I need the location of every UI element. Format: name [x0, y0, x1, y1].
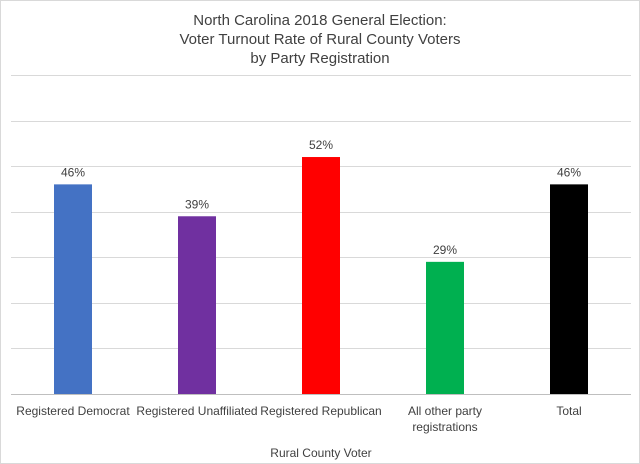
x-tick-label: All other party [408, 404, 482, 418]
bar [426, 261, 464, 394]
bar [302, 157, 340, 394]
chart-title-line-2: Voter Turnout Rate of Rural County Voter… [179, 31, 461, 48]
bar [550, 184, 588, 394]
data-label: 46% [61, 165, 85, 179]
chart-title-line-3: by Party Registration [250, 50, 390, 67]
bar [54, 184, 92, 394]
bar [178, 216, 216, 394]
x-tick-label: Registered Unaffiliated [136, 404, 257, 418]
x-axis-title: Rural County Voter [270, 446, 371, 460]
x-tick-label: Registered Democrat [16, 404, 130, 418]
chart-title: North Carolina 2018 General Election: Vo… [1, 11, 639, 68]
x-tick-label: Total [556, 404, 581, 418]
data-label: 29% [433, 243, 457, 257]
data-label: 39% [185, 197, 209, 211]
x-tick-label: Registered Republican [260, 404, 381, 418]
data-label: 52% [309, 138, 333, 152]
data-label: 46% [557, 165, 581, 179]
chart-title-line-1: North Carolina 2018 General Election: [193, 12, 447, 29]
x-tick-label: registrations [412, 420, 477, 434]
